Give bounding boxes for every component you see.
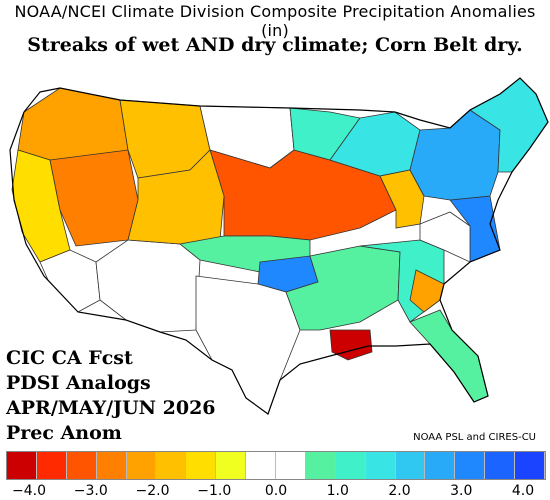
forecast-line-1: CIC CA Fcst: [6, 347, 133, 369]
legend-swatch: [305, 452, 336, 479]
forecast-line-2: PDSI Analogs: [6, 372, 151, 394]
legend-tick-label: 0.0: [264, 483, 288, 499]
color-legend-bar: [6, 451, 546, 480]
credit-label: NOAA PSL and CIRES-CU: [413, 432, 536, 443]
legend-tick-label: −1.0: [197, 483, 232, 499]
legend-swatch: [335, 452, 366, 479]
map-header-title: NOAA/NCEI Climate Division Composite Pre…: [14, 2, 536, 40]
legend-swatch: [395, 452, 426, 479]
legend-swatch: [485, 452, 516, 479]
region-corn-belt: [209, 149, 397, 241]
legend-tick-label: 1.0: [326, 483, 349, 499]
legend-swatch: [36, 452, 67, 479]
forecast-line-3: APR/MAY/JUN 2026: [6, 397, 216, 419]
legend-tick-label: 3.0: [450, 483, 473, 499]
forecast-info-block: CIC CA Fcst PDSI Analogs APR/MAY/JUN 202…: [6, 346, 216, 446]
legend-swatch: [515, 452, 546, 479]
legend-swatch: [365, 452, 396, 479]
legend-tick-label: 4.0: [511, 483, 535, 499]
legend-tick-label: −3.0: [73, 483, 108, 499]
map-subtitle: Streaks of wet AND dry climate; Corn Bel…: [27, 34, 523, 56]
legend-tick-label: −4.0: [12, 483, 46, 499]
legend-swatch: [276, 452, 306, 479]
forecast-line-4: Prec Anom: [6, 422, 122, 444]
legend-swatch: [156, 452, 187, 479]
region-louisiana: [329, 329, 373, 361]
legend-swatch: [455, 452, 486, 479]
legend-tick-label: −2.0: [135, 483, 170, 499]
legend-swatch: [425, 452, 456, 479]
us-outline: [9, 77, 549, 415]
legend-swatch: [7, 452, 37, 479]
legend-swatch: [66, 452, 97, 479]
legend-swatch: [96, 452, 127, 479]
legend-swatch: [186, 452, 217, 479]
legend-swatch: [126, 452, 157, 479]
region-georgia-carolinas: [409, 269, 445, 313]
legend-swatch: [216, 452, 247, 479]
legend-tick-label: 2.0: [388, 483, 411, 499]
legend-swatch: [246, 452, 277, 479]
